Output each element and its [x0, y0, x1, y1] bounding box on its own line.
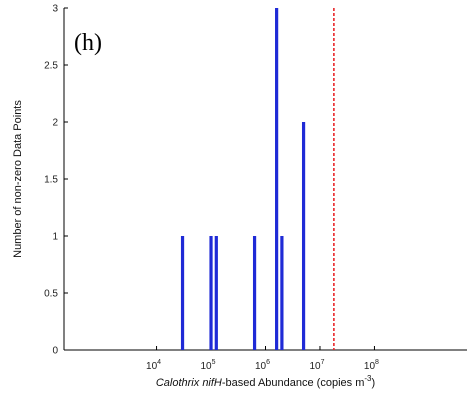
y-tick-label: 1.5	[44, 175, 58, 186]
panel-label: (h)	[74, 30, 102, 56]
y-tick-label: 0.5	[44, 289, 58, 300]
x-tick-label: 104	[146, 359, 161, 372]
histogram-bar	[180, 236, 185, 350]
histogram-bar	[252, 236, 257, 350]
histogram-bar	[280, 236, 284, 350]
histogram-bar	[214, 236, 218, 350]
y-tick-label: 2	[52, 118, 58, 129]
histogram-bar	[275, 8, 279, 350]
x-tick-label: 106	[255, 359, 270, 372]
histogram-bar	[301, 122, 306, 350]
histogram-bar	[209, 236, 213, 350]
y-tick-label: 3	[52, 4, 58, 15]
y-tick-label: 2.5	[44, 61, 58, 72]
x-tick-label: 107	[309, 359, 324, 372]
x-tick-label: 105	[201, 359, 216, 372]
y-axis-title: Number of non-zero Data Points	[12, 100, 24, 258]
y-tick-label: 1	[52, 232, 58, 243]
x-tick-label: 108	[364, 359, 379, 372]
y-tick-label: 0	[52, 346, 58, 357]
x-axis-title: Calothrix nifH-based Abundance (copies m…	[156, 374, 375, 389]
